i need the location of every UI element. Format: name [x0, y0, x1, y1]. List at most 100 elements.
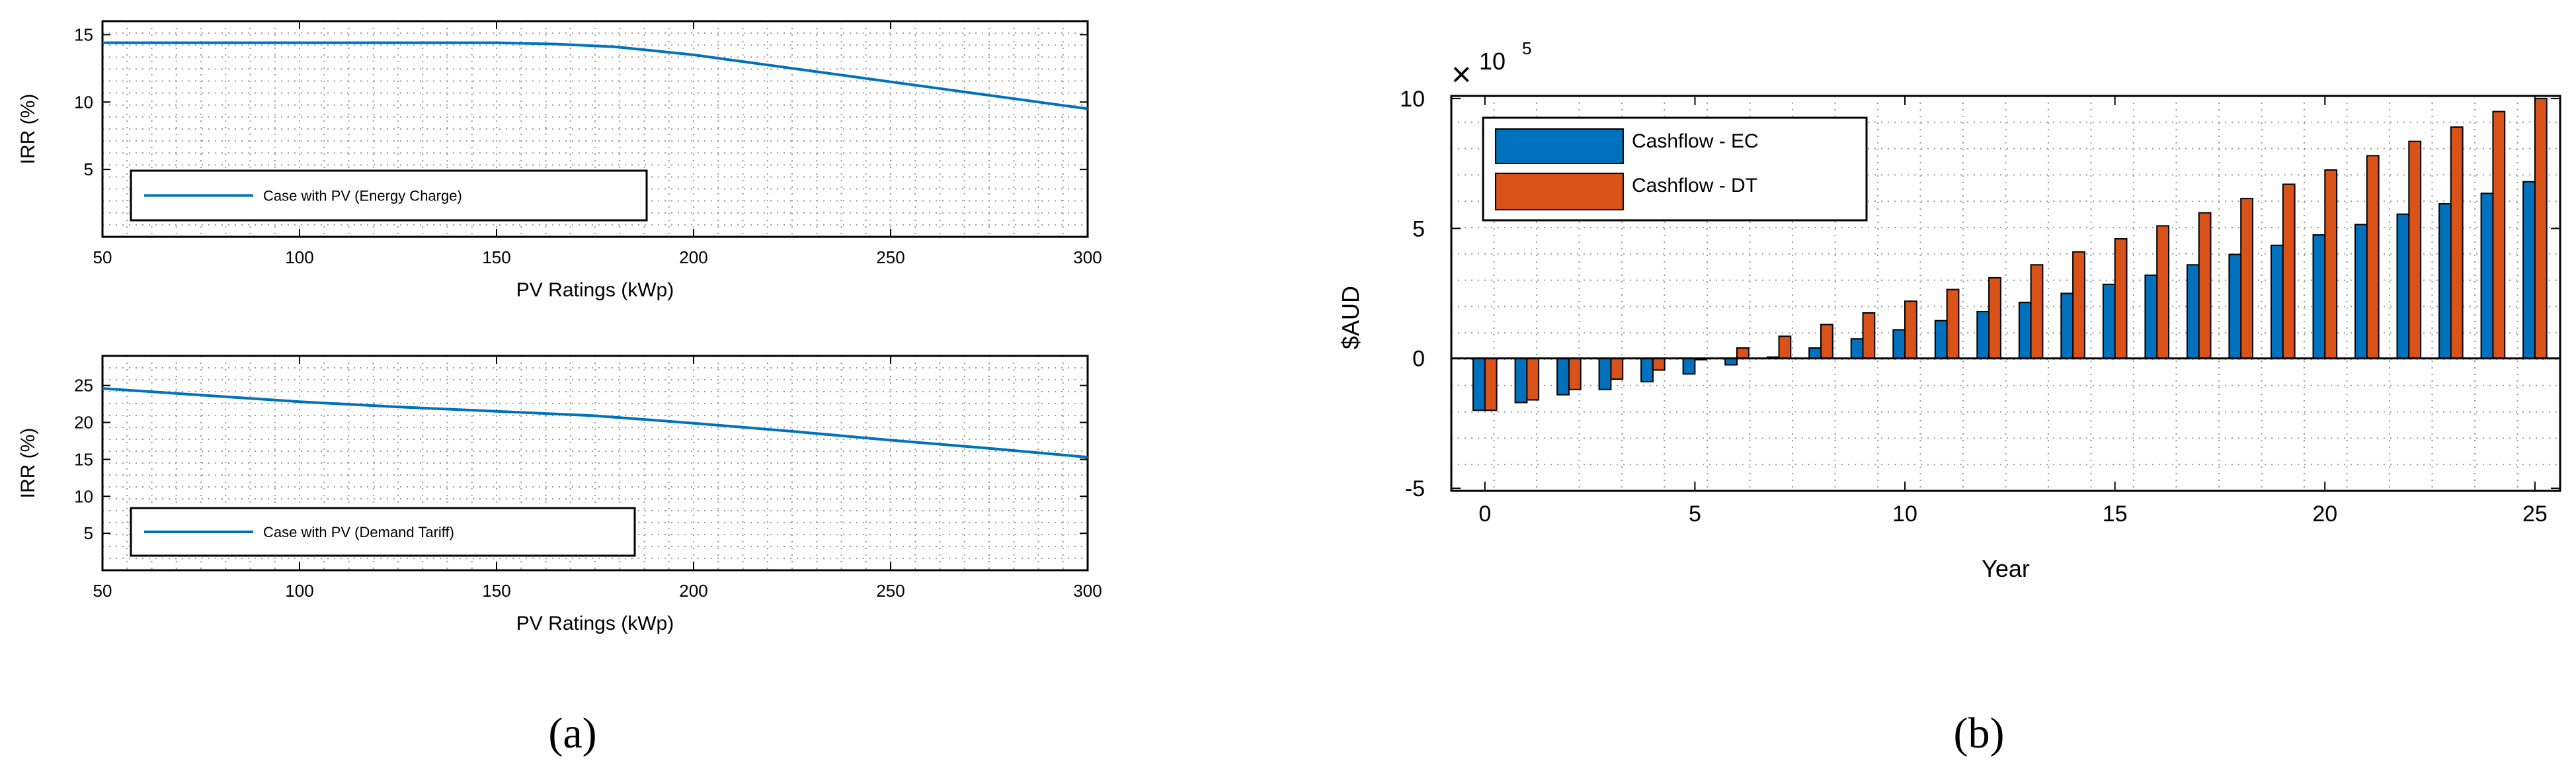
dt-bar [1652, 357, 1666, 371]
ec-bar [2060, 292, 2074, 359]
x-tick-label: 250 [876, 247, 905, 267]
x-tick-label: 15 [2103, 501, 2128, 527]
y-tick-label: -5 [1405, 476, 1425, 501]
ec-bar [1640, 357, 1654, 383]
cashflow-bar-chart: 0 5 10 15 20 25 -5 0 5 10 × 10 5 Cashflow - EC Cashflo… [1337, 38, 2561, 582]
y-tick-label: 15 [74, 449, 93, 469]
ec-bar [2312, 234, 2326, 359]
ec-bar [1892, 329, 1906, 359]
x-axis-label: Year [1982, 555, 2030, 582]
dt-bar [2492, 110, 2506, 359]
y-tick-label: 10 [1400, 87, 1425, 112]
x-tick-label: 25 [2522, 501, 2548, 527]
dt-bar [1610, 357, 1624, 380]
plot-frame [101, 355, 1089, 572]
x-tick-label: 200 [679, 581, 707, 601]
dt-bar [2450, 126, 2464, 359]
dt-bar [1484, 357, 1498, 411]
ec-bar [1514, 357, 1528, 404]
x-axis-label: PV Ratings (kWp) [516, 279, 674, 301]
dt-bar [1526, 357, 1540, 401]
dt-bar [1862, 312, 1876, 359]
x-tick-label: 150 [482, 581, 510, 601]
x-tick-label: 10 [1892, 501, 1917, 527]
plot-frame [101, 20, 1089, 238]
dt-bar [2114, 238, 2128, 359]
ec-bar [2396, 213, 2410, 359]
y-tick-label: 10 [74, 486, 93, 506]
legend-label: Case with PV (Demand Tariff) [263, 524, 454, 540]
y-axis-label: IRR (%) [17, 94, 39, 165]
irr-demand-tariff-chart: 50 100 150 200 250 300 5 10 15 20 25 Case with PV (… [17, 355, 1102, 634]
x-tick-label: 200 [679, 247, 707, 267]
dt-bar [1568, 357, 1582, 390]
legend-dt-swatch [1495, 173, 1624, 210]
dt-bar [1946, 288, 1960, 359]
x-tick-label: 100 [285, 581, 313, 601]
multiplier-sign: × [1451, 56, 1471, 94]
x-tick-label: 0 [1478, 501, 1491, 527]
panel-label-a: (a) [548, 709, 596, 757]
ec-bar [1598, 357, 1612, 390]
x-tick-label: 150 [482, 247, 510, 267]
panel-label-b: (b) [1954, 709, 2005, 757]
y-tick-label: 5 [84, 523, 93, 543]
dt-bar [1736, 347, 1750, 359]
ec-bar [2186, 264, 2200, 359]
ec-bar [2228, 253, 2242, 359]
ec-bar [1976, 311, 1990, 359]
ec-bar [2144, 275, 2158, 359]
legend-ec-swatch [1495, 128, 1624, 164]
x-tick-label: 5 [1689, 501, 1701, 527]
legend-box [130, 507, 636, 557]
x-tick-label: 20 [2312, 501, 2337, 527]
irr-energy-charge-chart: 50 100 150 200 250 300 5 10 15 Case with PV (Ener… [17, 20, 1102, 301]
dt-bar [2282, 183, 2296, 359]
y-tick-label: 0 [1412, 347, 1425, 372]
y-tick-label: 25 [74, 376, 93, 396]
ec-bar [2480, 193, 2494, 359]
dt-bar [2198, 212, 2212, 359]
dt-bar [1778, 335, 1792, 359]
series-line [102, 387, 1088, 459]
y-axis-label: IRR (%) [17, 428, 39, 499]
ec-bar [2522, 181, 2536, 359]
dt-bar [2366, 155, 2380, 359]
ec-bar [1850, 338, 1864, 359]
dt-bar [1904, 300, 1917, 359]
ec-bar [1808, 347, 1822, 359]
y-tick-label: 10 [74, 92, 93, 112]
dt-bar [2156, 225, 2169, 359]
multiplier-base: 10 [1479, 48, 1506, 75]
multiplier-exponent: 5 [1522, 38, 1531, 58]
dt-bar [1988, 277, 2001, 359]
dt-bar [2030, 264, 2044, 359]
legend-label-ec: Cashflow - EC [1632, 130, 1759, 152]
ec-bar [1556, 357, 1570, 396]
plot-frame [1450, 95, 2561, 492]
dt-bar [2072, 251, 2085, 359]
x-tick-label: 50 [93, 581, 112, 601]
x-tick-label: 250 [876, 581, 905, 601]
legend-label: Case with PV (Energy Charge) [263, 188, 462, 204]
x-axis-label: PV Ratings (kWp) [516, 613, 674, 634]
dt-bar [2240, 198, 2253, 359]
ec-bar [2102, 283, 2116, 359]
dt-bar [2408, 140, 2422, 359]
x-tick-label: 300 [1073, 247, 1102, 267]
ec-bar [1934, 320, 1948, 359]
x-tick-label: 300 [1073, 581, 1102, 601]
ec-bar [2271, 244, 2284, 359]
ec-bar [1682, 357, 1696, 375]
y-tick-label: 20 [74, 413, 93, 433]
ec-bar [2438, 203, 2452, 359]
ec-bar [2355, 224, 2368, 359]
series-line [102, 41, 1088, 110]
y-tick-label: 15 [74, 24, 93, 44]
ec-bar [1472, 357, 1486, 411]
dt-bar [2324, 169, 2338, 359]
x-tick-label: 50 [93, 247, 112, 267]
x-tick-label: 100 [285, 247, 313, 267]
dt-bar [2534, 97, 2548, 359]
